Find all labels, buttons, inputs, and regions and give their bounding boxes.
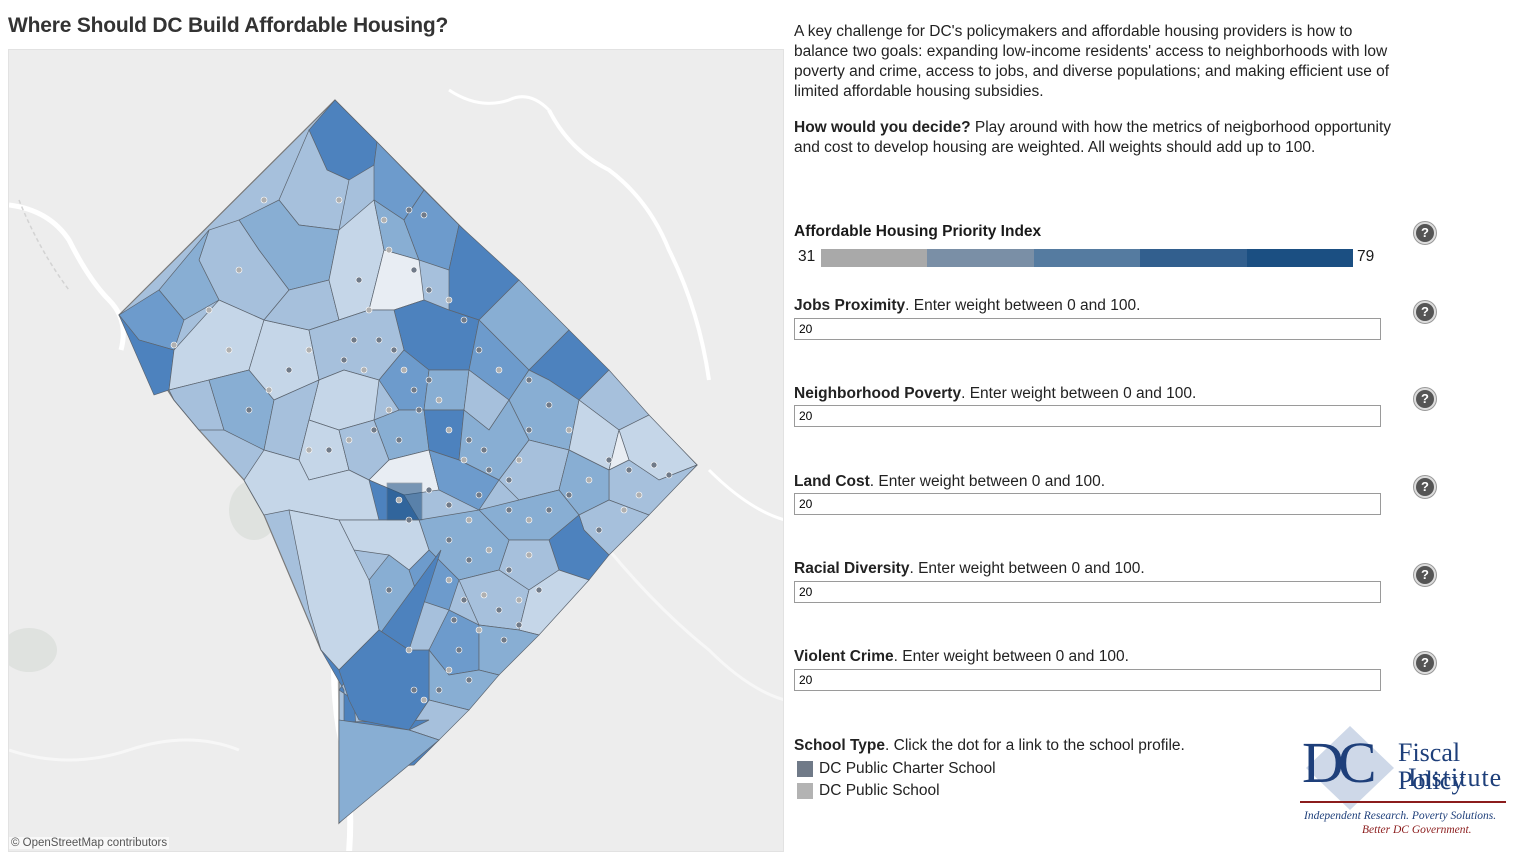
page-title: Where Should DC Build Affordable Housing… bbox=[8, 14, 449, 37]
legend-bin-4 bbox=[1140, 249, 1247, 267]
weight-label-diversity: Racial Diversity. Enter weight between 0… bbox=[794, 560, 1145, 578]
map-canvas[interactable] bbox=[9, 50, 784, 852]
legend-swatch-public bbox=[797, 783, 813, 799]
land-cost-input[interactable] bbox=[794, 493, 1381, 515]
help-icon-glyph: ? bbox=[1416, 654, 1434, 672]
legend-bin-1 bbox=[821, 249, 928, 267]
violent-crime-input[interactable] bbox=[794, 669, 1381, 691]
intro-paragraph-1: A key challenge for DC's policymakers an… bbox=[794, 23, 1390, 100]
priority-index-legend-bar bbox=[821, 249, 1354, 267]
dcfpi-logo[interactable]: DC Fiscal Policy Institute Independent R… bbox=[1298, 722, 1530, 842]
weight-name-diversity: Racial Diversity bbox=[794, 560, 910, 577]
intro-question: How would you decide? bbox=[794, 119, 971, 136]
help-icon-diversity[interactable]: ? bbox=[1413, 563, 1437, 587]
legend-bin-2 bbox=[927, 249, 1034, 267]
weight-hint-crime: . Enter weight between 0 and 100. bbox=[893, 648, 1129, 665]
weight-name-land-cost: Land Cost bbox=[794, 473, 870, 490]
help-icon-glyph: ? bbox=[1416, 478, 1434, 496]
weight-name-crime: Violent Crime bbox=[794, 648, 894, 665]
racial-diversity-input[interactable] bbox=[794, 581, 1381, 603]
legend-label-charter: DC Public Charter School bbox=[819, 760, 996, 777]
dc-choropleth-map[interactable]: © OpenStreetMap contributors bbox=[8, 49, 784, 852]
logo-name-line1: Fiscal Policy bbox=[1398, 738, 1465, 795]
weight-label-poverty: Neighborhood Poverty. Enter weight betwe… bbox=[794, 385, 1196, 403]
capitol-dome-icon bbox=[1306, 726, 1394, 810]
dc-tracts[interactable] bbox=[118, 99, 698, 825]
school-type-instruction: . Click the dot for a link to the school… bbox=[885, 737, 1185, 754]
priority-index-title: Affordable Housing Priority Index bbox=[794, 223, 1042, 240]
neighborhood-poverty-input[interactable] bbox=[794, 405, 1381, 427]
logo-rule bbox=[1300, 801, 1506, 803]
weight-name-poverty: Neighborhood Poverty bbox=[794, 385, 962, 402]
logo-name-line2: Institute bbox=[1408, 763, 1503, 792]
logo-tagline-2: Better DC Government. bbox=[1362, 824, 1472, 836]
legend-charter-school[interactable]: DC Public Charter School bbox=[797, 760, 996, 778]
help-icon-glyph: ? bbox=[1416, 303, 1434, 321]
legend-bin-5 bbox=[1246, 249, 1354, 267]
legend-bin-3 bbox=[1033, 249, 1141, 267]
help-icon-glyph: ? bbox=[1416, 566, 1434, 584]
weight-hint-diversity: . Enter weight between 0 and 100. bbox=[909, 560, 1145, 577]
help-icon-priority-index[interactable]: ? bbox=[1413, 221, 1437, 245]
weight-hint-land-cost: . Enter weight between 0 and 100. bbox=[869, 473, 1106, 490]
jobs-proximity-input[interactable] bbox=[794, 318, 1381, 340]
weight-name-jobs: Jobs Proximity bbox=[794, 297, 906, 314]
help-icon-glyph: ? bbox=[1416, 390, 1434, 408]
school-type-title: School Type. Click the dot for a link to… bbox=[794, 737, 1185, 755]
priority-index-min: 31 bbox=[798, 248, 816, 265]
intro-paragraph-2-text: Play around with how the metrics of neig… bbox=[794, 119, 1392, 156]
logo-tagline-1: Independent Research. Poverty Solutions. bbox=[1304, 810, 1497, 822]
map-attribution[interactable]: © OpenStreetMap contributors bbox=[9, 837, 170, 849]
legend-label-public: DC Public School bbox=[819, 782, 940, 799]
weight-hint-poverty: . Enter weight between 0 and 100. bbox=[961, 385, 1197, 402]
help-icon-land-cost[interactable]: ? bbox=[1413, 475, 1437, 499]
legend-public-school[interactable]: DC Public School bbox=[797, 782, 940, 800]
help-icon-poverty[interactable]: ? bbox=[1413, 387, 1437, 411]
legend-swatch-charter bbox=[797, 761, 813, 777]
help-icon-crime[interactable]: ? bbox=[1413, 651, 1437, 675]
help-icon-jobs[interactable]: ? bbox=[1413, 300, 1437, 324]
logo-mark: DC bbox=[1302, 730, 1377, 795]
school-type-label: School Type bbox=[794, 737, 886, 754]
priority-index-max: 79 bbox=[1357, 248, 1375, 265]
school-dots[interactable] bbox=[170, 196, 673, 704]
intro-text: A key challenge for DC's policymakers an… bbox=[794, 22, 1394, 174]
help-icon-glyph: ? bbox=[1416, 224, 1434, 242]
weight-label-crime: Violent Crime. Enter weight between 0 an… bbox=[794, 648, 1129, 666]
intro-paragraph-2: How would you decide? Play around with h… bbox=[794, 118, 1394, 158]
weight-hint-jobs: . Enter weight between 0 and 100. bbox=[905, 297, 1141, 314]
weight-label-land-cost: Land Cost. Enter weight between 0 and 10… bbox=[794, 473, 1105, 491]
weight-label-jobs: Jobs Proximity. Enter weight between 0 a… bbox=[794, 297, 1140, 315]
